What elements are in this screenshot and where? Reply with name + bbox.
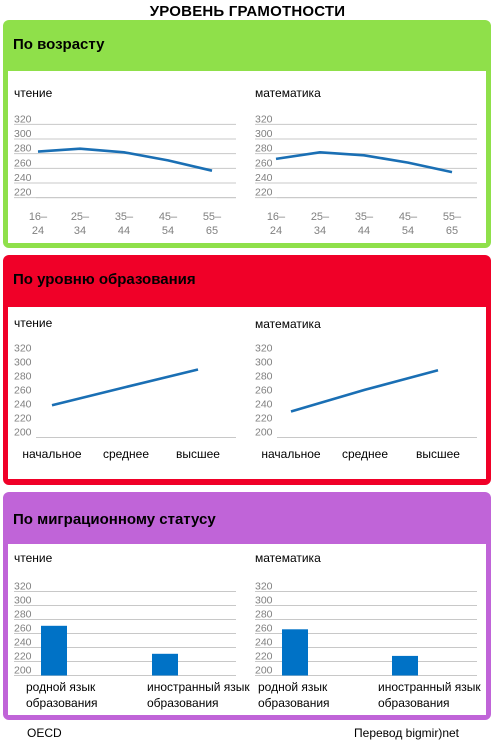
y-tick-label: 260 [14, 157, 32, 169]
y-tick-label: 200 [14, 427, 32, 439]
y-tick-label: 220 [255, 651, 273, 663]
y-tick-label: 260 [255, 623, 273, 635]
y-tick-label: 320 [255, 343, 273, 355]
x-tick-label: иностранный язык образования [147, 680, 250, 710]
panel-by-age: По возрасту [3, 20, 491, 248]
bar [41, 625, 67, 676]
y-tick-label: 220 [14, 413, 32, 425]
x-tick-label: начальное [261, 447, 321, 461]
y-tick-label: 220 [255, 413, 273, 425]
y-tick-label: 240 [255, 399, 273, 411]
x-tick-label: 16– 24 [267, 211, 286, 237]
bar [282, 629, 308, 676]
y-tick-label: 200 [255, 427, 273, 439]
panel-by-education: По уровню образования [3, 255, 491, 485]
x-tick-label: родной язык образования [258, 680, 330, 710]
y-tick-label: 240 [14, 172, 32, 184]
y-tick-label: 200 [255, 665, 273, 677]
x-tick-label: 35– 44 [115, 211, 134, 237]
panel-education-body [8, 307, 486, 479]
x-tick-label: высшее [416, 447, 460, 461]
panel-age-body [8, 71, 486, 243]
chart-title: математика [255, 551, 321, 565]
y-tick-label: 300 [14, 357, 32, 369]
bar [392, 655, 418, 676]
panel-title-age: По возрасту [13, 36, 105, 53]
series-line [51, 368, 199, 407]
y-tick-label: 240 [14, 637, 32, 649]
x-tick-label: 25– 34 [311, 211, 330, 237]
page-title: УРОВЕНЬ ГРАМОТНОСТИ [149, 3, 346, 20]
y-tick-label: 320 [14, 343, 32, 355]
chart-title: математика [255, 317, 321, 331]
y-tick-label: 220 [14, 651, 32, 663]
y-tick-label: 280 [255, 143, 273, 155]
panel-title-migration: По миграционному статусу [13, 511, 216, 528]
chart-age-math: математика 220 240 260 280 300 320 16– 24 25– 34 35… [255, 86, 477, 237]
x-tick-label: 45– 54 [399, 211, 418, 237]
x-tick-label: 45– 54 [159, 211, 178, 237]
y-tick-label: 280 [14, 609, 32, 621]
bar [152, 653, 178, 676]
credit-label: Перевод bigmir)net [354, 726, 459, 740]
chart-migration-reading: чтение 200 220 240 260 280 300 320 родной язык об… [14, 551, 250, 710]
chart-education-reading: чтение 200 220 240 260 280 300 320 начальное сред… [14, 316, 236, 461]
x-tick-label: 16– 24 [29, 211, 48, 237]
y-tick-label: 260 [255, 385, 273, 397]
y-tick-label: 260 [14, 385, 32, 397]
y-tick-label: 280 [14, 143, 32, 155]
x-tick-label: высшее [176, 447, 220, 461]
x-tick-label: родной язык образования [26, 680, 98, 710]
x-tick-label: 55– 65 [203, 211, 222, 237]
chart-title: математика [255, 86, 321, 100]
x-tick-label: начальное [22, 447, 82, 461]
y-tick-label: 280 [14, 371, 32, 383]
y-tick-label: 240 [255, 172, 273, 184]
panel-title-education: По уровню образования [13, 271, 196, 288]
series-line [37, 147, 213, 172]
y-tick-label: 300 [14, 595, 32, 607]
y-tick-label: 320 [255, 581, 273, 593]
chart-migration-math: математика 200 220 240 260 280 300 320 родной яз… [255, 551, 481, 710]
y-tick-label: 220 [255, 187, 273, 199]
y-tick-label: 280 [255, 609, 273, 621]
y-tick-label: 220 [14, 187, 32, 199]
source-label: OECD [27, 726, 62, 740]
x-tick-label: 55– 65 [443, 211, 462, 237]
panel-migration-body [8, 544, 486, 715]
x-tick-label: 35– 44 [355, 211, 374, 237]
y-tick-label: 260 [14, 623, 32, 635]
chart-education-math: математика 200 220 240 260 280 300 320 начальное… [255, 317, 477, 461]
x-tick-label: среднее [103, 447, 149, 461]
y-tick-label: 320 [255, 113, 273, 125]
y-tick-label: 300 [255, 595, 273, 607]
y-tick-label: 240 [14, 399, 32, 411]
y-tick-label: 300 [255, 128, 273, 140]
y-tick-label: 300 [14, 128, 32, 140]
y-tick-label: 300 [255, 357, 273, 369]
y-tick-label: 260 [255, 157, 273, 169]
y-tick-label: 240 [255, 637, 273, 649]
panel-by-migration: По миграционному статусу [3, 492, 491, 720]
y-tick-label: 320 [14, 581, 32, 593]
chart-title: чтение [14, 551, 53, 565]
chart-title: чтение [14, 316, 53, 330]
chart-age-reading: чтение 220 240 260 280 300 320 16– 24 25– 34 35– 44 4… [14, 86, 236, 237]
x-tick-label: 25– 34 [71, 211, 90, 237]
series-line [290, 368, 439, 413]
x-tick-label: иностранный язык образования [378, 680, 481, 710]
y-tick-label: 320 [14, 113, 32, 125]
y-tick-label: 200 [14, 665, 32, 677]
x-tick-label: среднее [342, 447, 388, 461]
chart-title: чтение [14, 86, 53, 100]
y-tick-label: 280 [255, 371, 273, 383]
